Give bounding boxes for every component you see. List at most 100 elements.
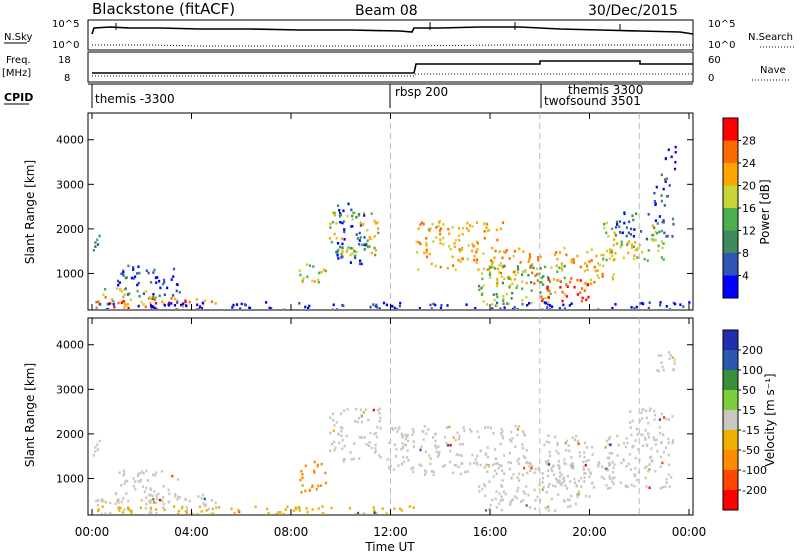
cell bbox=[495, 293, 498, 296]
cell bbox=[416, 251, 419, 254]
cell bbox=[667, 453, 670, 457]
cell bbox=[484, 426, 487, 429]
cell bbox=[353, 442, 356, 445]
cell bbox=[341, 447, 344, 451]
cell bbox=[411, 433, 414, 436]
cell bbox=[612, 471, 615, 474]
cell bbox=[501, 434, 504, 438]
cell bbox=[615, 220, 618, 224]
cell bbox=[618, 220, 622, 223]
cell bbox=[354, 420, 357, 423]
cell bbox=[623, 212, 626, 216]
cell bbox=[525, 296, 528, 299]
cell bbox=[563, 461, 566, 465]
cell bbox=[534, 274, 537, 277]
cell bbox=[554, 509, 557, 512]
cell bbox=[345, 434, 348, 438]
cell bbox=[163, 508, 166, 512]
cell bbox=[587, 468, 590, 471]
cell bbox=[374, 450, 377, 453]
cell bbox=[451, 471, 455, 475]
region-velocity-7 bbox=[478, 460, 592, 512]
cell bbox=[639, 302, 642, 305]
cell bbox=[597, 460, 600, 464]
noise-panel: N.Sky 10^5 10^0 10^5 10^0 N.Search bbox=[4, 19, 796, 51]
power-ylabel: Slant Range [km] bbox=[23, 160, 37, 264]
cell bbox=[97, 499, 100, 502]
cell bbox=[648, 468, 651, 471]
cell bbox=[394, 454, 398, 458]
cell bbox=[481, 292, 484, 295]
cell bbox=[125, 492, 128, 495]
cell bbox=[497, 271, 501, 274]
cell bbox=[239, 307, 242, 309]
cell bbox=[516, 284, 519, 287]
cell bbox=[611, 460, 614, 464]
cell bbox=[500, 508, 503, 512]
cell bbox=[663, 231, 666, 235]
cell bbox=[623, 441, 626, 445]
cell bbox=[439, 232, 442, 236]
cell bbox=[425, 241, 428, 245]
cell bbox=[122, 269, 125, 273]
cell bbox=[509, 503, 512, 506]
cell bbox=[176, 299, 179, 303]
cell bbox=[555, 251, 558, 254]
cell bbox=[619, 481, 622, 484]
freq-tick-bottom: 8 bbox=[64, 73, 70, 84]
cell bbox=[650, 238, 653, 241]
cell bbox=[587, 458, 590, 462]
cell bbox=[537, 467, 540, 471]
cell bbox=[154, 302, 158, 305]
cell bbox=[336, 204, 340, 207]
cell bbox=[645, 237, 649, 241]
cell bbox=[430, 307, 433, 309]
cell bbox=[548, 280, 552, 284]
cell bbox=[127, 499, 130, 503]
cell bbox=[154, 276, 157, 280]
cell bbox=[491, 303, 494, 306]
region-velocity-2 bbox=[118, 469, 181, 503]
cell bbox=[546, 289, 549, 293]
cell bbox=[198, 505, 201, 509]
cell bbox=[149, 487, 152, 490]
colorbar-tick-label: 50 bbox=[742, 384, 756, 397]
cell bbox=[342, 209, 345, 213]
cell bbox=[602, 257, 605, 261]
cell bbox=[657, 354, 660, 357]
cell bbox=[149, 499, 152, 502]
cell bbox=[614, 303, 617, 306]
cell bbox=[237, 508, 240, 512]
cell bbox=[178, 291, 181, 294]
cell bbox=[419, 242, 422, 246]
cell bbox=[614, 226, 618, 229]
cell bbox=[572, 467, 575, 470]
cell bbox=[168, 301, 171, 305]
cell bbox=[657, 244, 660, 248]
cell bbox=[662, 258, 665, 261]
cell bbox=[329, 416, 332, 419]
x-axis-label: Time UT bbox=[364, 540, 415, 554]
cell bbox=[611, 452, 614, 455]
cell bbox=[634, 439, 637, 442]
cell bbox=[341, 427, 344, 430]
cell bbox=[651, 459, 654, 462]
cell bbox=[637, 448, 640, 451]
cell bbox=[397, 427, 400, 431]
cell bbox=[265, 301, 268, 304]
cell bbox=[331, 220, 335, 224]
cell bbox=[662, 450, 665, 454]
cell bbox=[210, 512, 213, 514]
xtick-label: 00:00 bbox=[672, 525, 707, 539]
cell bbox=[549, 304, 552, 307]
cell bbox=[655, 438, 658, 442]
cell bbox=[162, 484, 165, 488]
cell bbox=[212, 512, 215, 514]
cell bbox=[390, 426, 394, 430]
cell bbox=[351, 252, 354, 255]
cell bbox=[499, 431, 503, 435]
cell bbox=[321, 512, 324, 514]
cell bbox=[648, 301, 651, 304]
cell bbox=[612, 273, 615, 276]
cell bbox=[522, 250, 525, 253]
